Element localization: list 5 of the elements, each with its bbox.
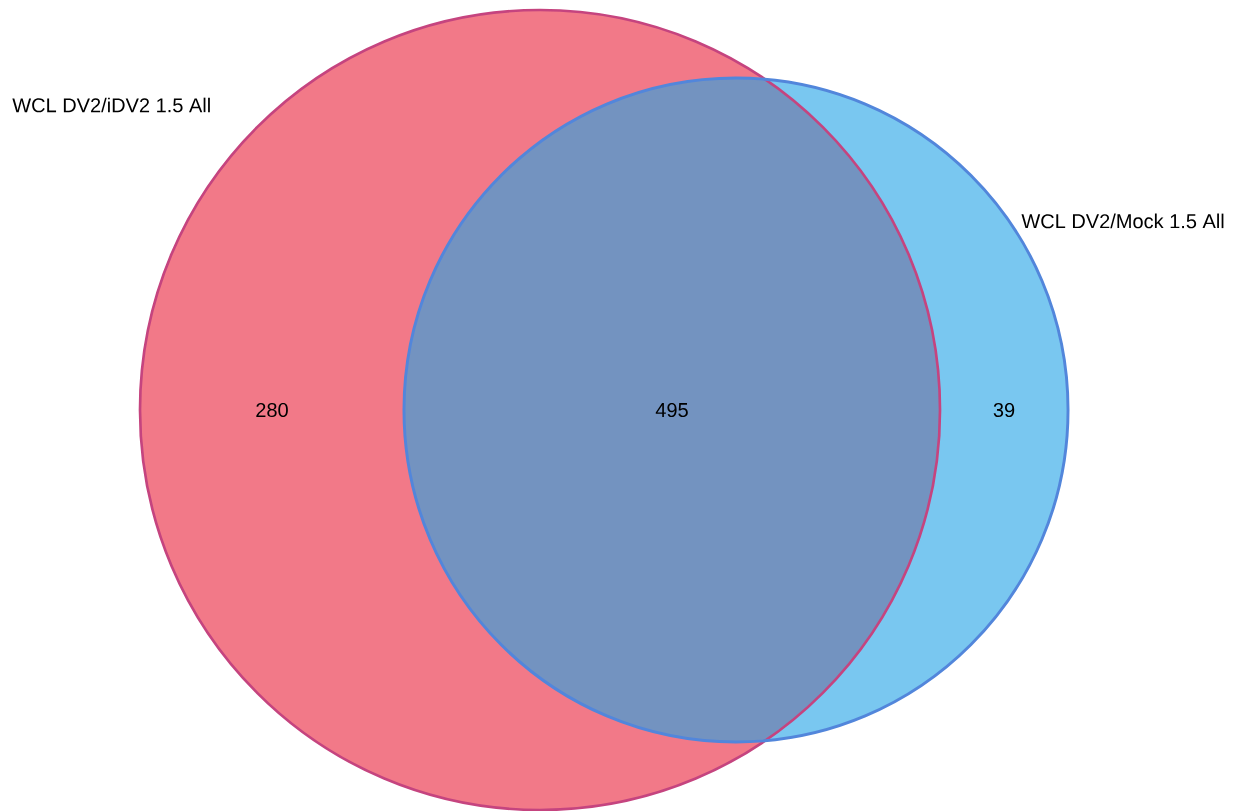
data-label: 39 bbox=[993, 402, 1015, 417]
data-label: 495 bbox=[655, 402, 688, 417]
text: WCL DV2/iDV2 1.5 All bbox=[12, 97, 210, 113]
data-label: 280 bbox=[256, 402, 288, 417]
text: WCL DV2/Mock 1.5 All bbox=[1021, 213, 1224, 229]
